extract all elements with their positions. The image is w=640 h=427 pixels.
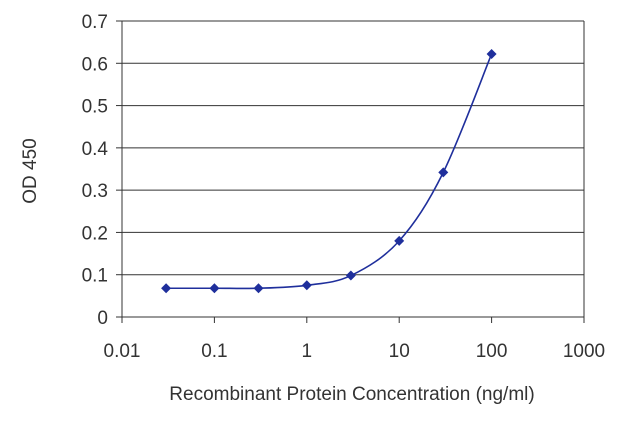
y-tick-label-6: 0.6 bbox=[82, 54, 108, 75]
y-tick-label-1: 0.1 bbox=[82, 266, 108, 287]
data-point-3 bbox=[301, 280, 312, 291]
x-tick-label-3: 10 bbox=[389, 341, 410, 362]
data-point-2 bbox=[253, 283, 264, 294]
x-tick-labels: 0.01 0.1 1 10 100 1000 bbox=[104, 341, 606, 362]
y-tick-label-7: 0.7 bbox=[82, 12, 108, 33]
y-tick-label-2: 0.2 bbox=[82, 223, 108, 244]
x-tick-label-2: 1 bbox=[302, 341, 313, 362]
x-tick-label-4: 100 bbox=[476, 341, 508, 362]
y-tick-label-3: 0.3 bbox=[82, 181, 108, 202]
series bbox=[161, 48, 497, 294]
data-point-0 bbox=[161, 283, 172, 294]
y-tick-label-4: 0.4 bbox=[82, 139, 109, 160]
y-tick-labels: 0 0.1 0.2 0.3 0.4 0.5 0.6 0.7 bbox=[82, 12, 109, 329]
data-point-5 bbox=[394, 235, 405, 246]
x-tick-label-1: 0.1 bbox=[201, 341, 227, 362]
data-point-1 bbox=[209, 283, 220, 294]
y-tick-label-0: 0 bbox=[97, 308, 108, 329]
axes bbox=[116, 20, 585, 323]
grid bbox=[122, 20, 584, 318]
x-tick-label-0: 0.01 bbox=[104, 341, 141, 362]
y-tick-label-5: 0.5 bbox=[82, 97, 108, 118]
data-point-4 bbox=[345, 270, 356, 281]
x-tick-label-5: 1000 bbox=[563, 341, 605, 362]
y-axis-title: OD 450 bbox=[20, 138, 41, 203]
data-point-7 bbox=[486, 48, 497, 59]
x-axis-title: Recombinant Protein Concentration (ng/ml… bbox=[169, 384, 534, 405]
data-point-6 bbox=[438, 167, 449, 178]
